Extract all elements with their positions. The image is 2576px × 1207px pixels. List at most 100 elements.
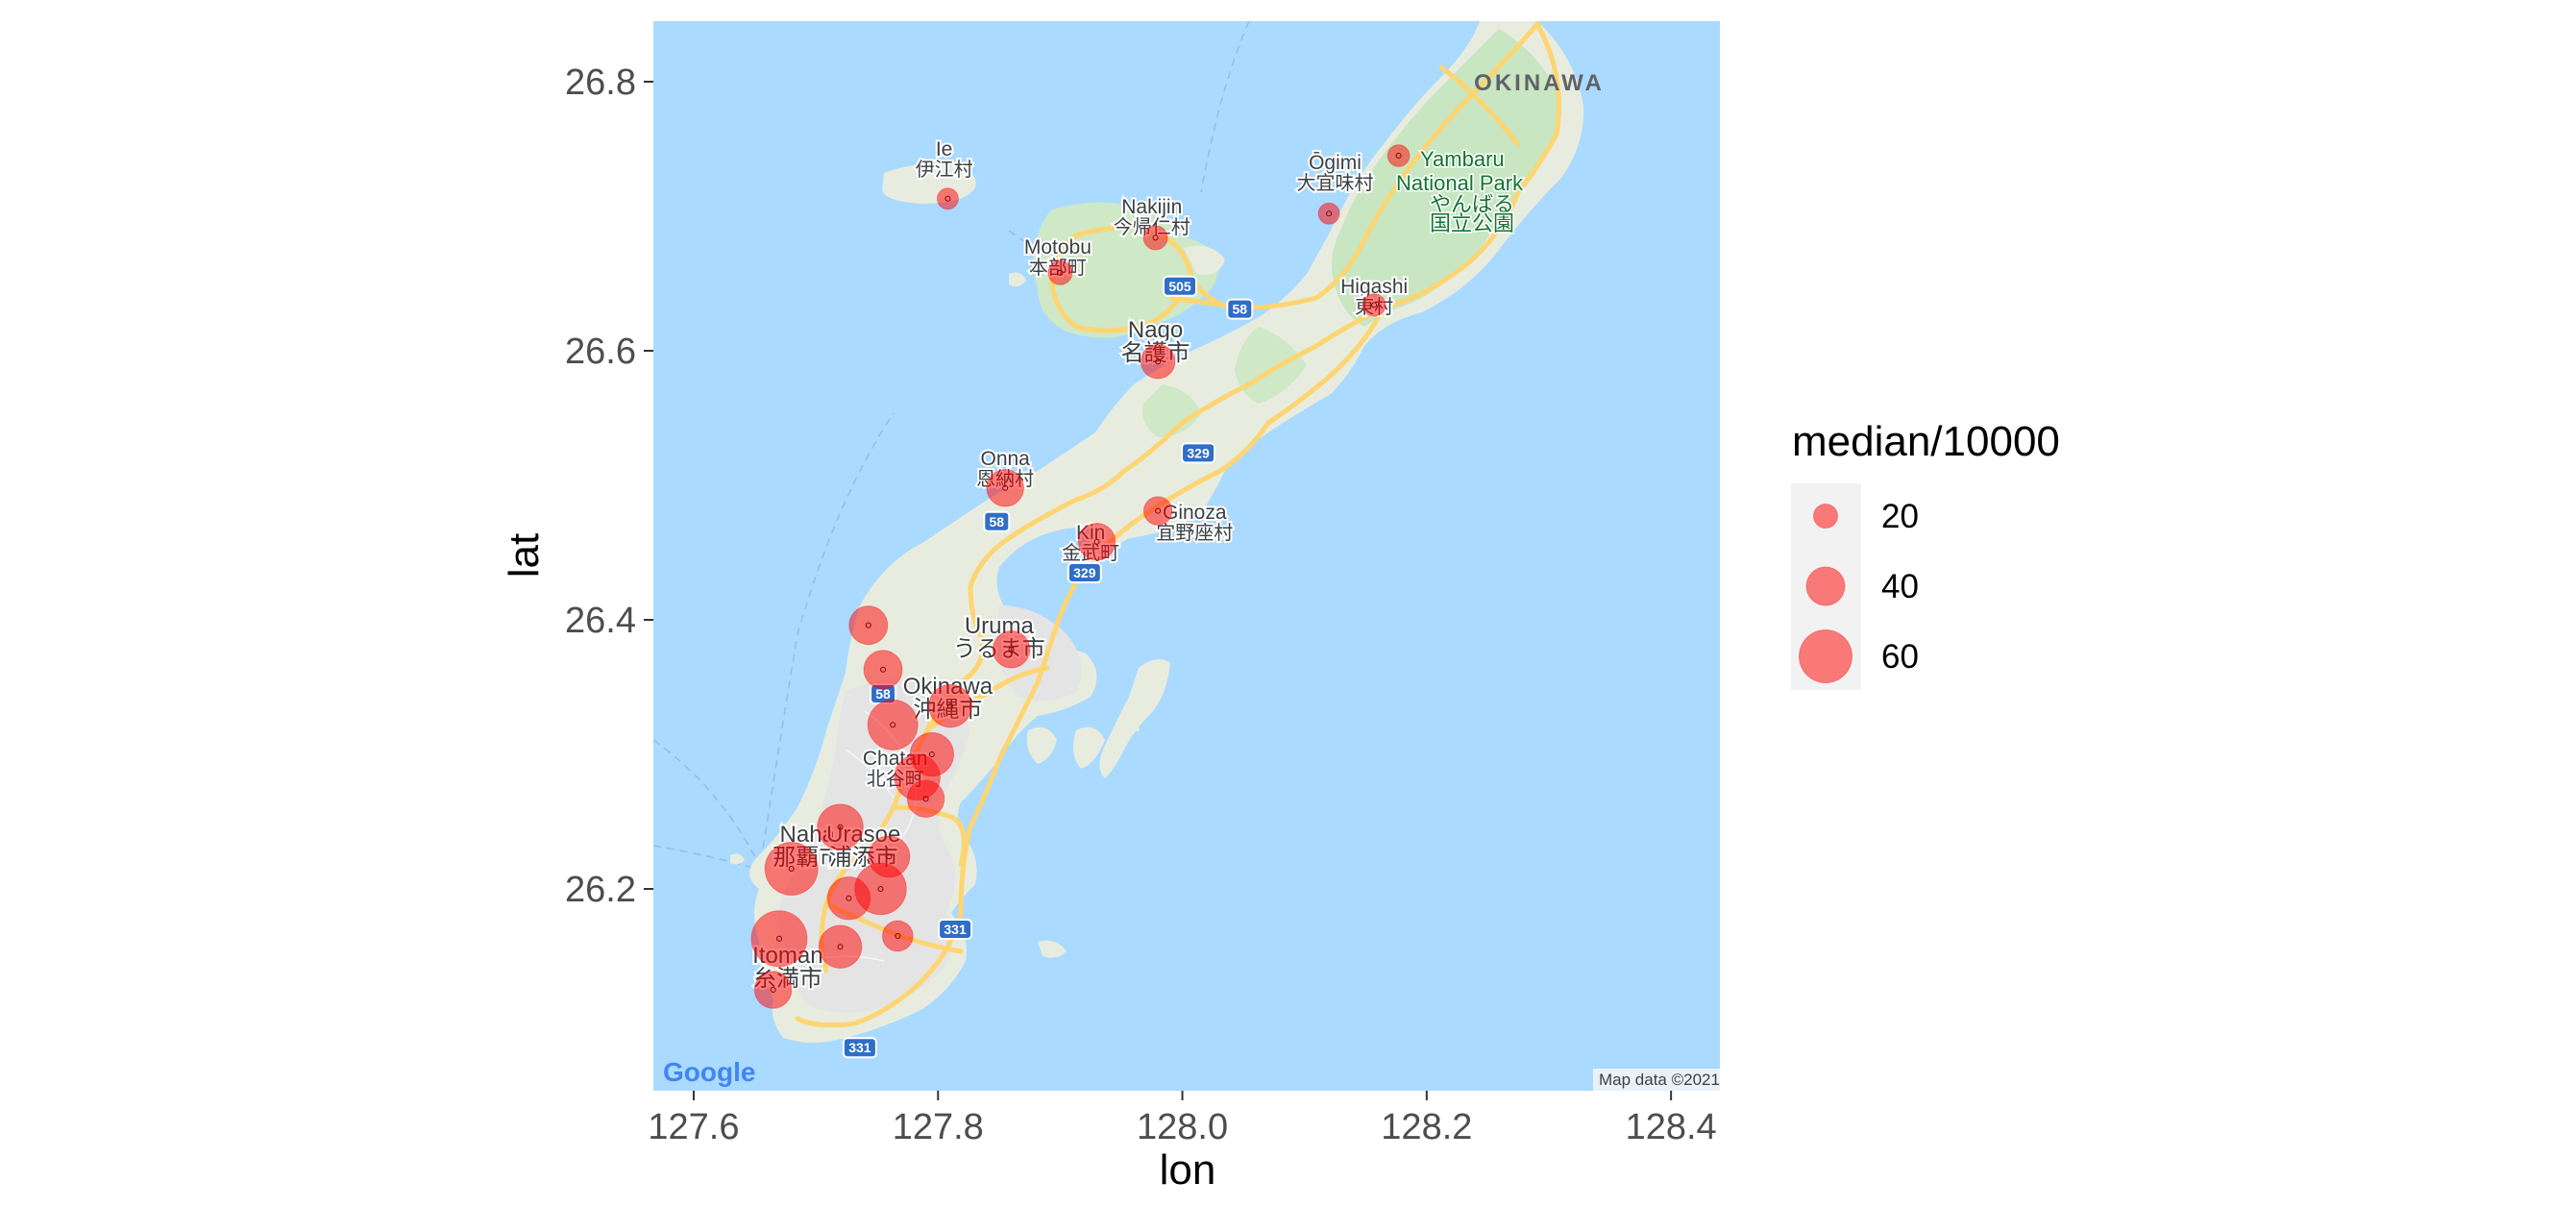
data-point [817, 803, 864, 850]
data-point-center [1152, 234, 1159, 241]
ferry-route [653, 845, 760, 871]
data-point-center [837, 824, 844, 830]
x-tick-label: 128.2 [1381, 1107, 1472, 1147]
legend-key-circle [1805, 566, 1846, 606]
data-point-center [788, 866, 795, 872]
x-tick-label: 128.0 [1137, 1107, 1228, 1147]
route-58 [819, 21, 1561, 973]
legend-label: 40 [1881, 568, 1919, 605]
place-label-ja: 伊江村 [916, 158, 973, 181]
legend-key-circle [1813, 504, 1838, 529]
legend-label: 20 [1881, 498, 1919, 535]
yambaru-forest [1332, 29, 1561, 327]
place-label-en: Onna [980, 448, 1030, 470]
legend-keys: 20 40 60 [1799, 498, 1919, 683]
credit-background [1593, 1069, 1720, 1091]
forest-area [1142, 384, 1201, 437]
route-shield-badge [1226, 298, 1254, 320]
data-point [1142, 496, 1173, 526]
park-label-en: National Park [1396, 171, 1524, 195]
data-point [863, 650, 903, 690]
route-shield-badge [983, 510, 1011, 532]
data-point [818, 924, 863, 969]
legend-title: median/10000 [1792, 418, 2060, 465]
road [1438, 64, 1521, 147]
place-label-ja: 宜野座村 [1156, 521, 1233, 544]
route-shield-label: 58 [875, 686, 891, 702]
data-point [1142, 225, 1168, 251]
islet [1038, 940, 1067, 958]
data-point [881, 920, 914, 952]
ferry-route [758, 412, 895, 875]
route-shield: 331 [842, 1037, 877, 1059]
x-tick-label: 127.6 [648, 1107, 739, 1147]
data-point [986, 469, 1024, 507]
route-shield-label: 331 [944, 922, 967, 937]
place-label-en: Motobu [1024, 236, 1092, 259]
data-point [750, 910, 808, 968]
y-tick-label: 26.8 [565, 62, 636, 103]
route-shield-badge [1067, 562, 1102, 583]
ferry-route [1200, 21, 1250, 193]
route-shield-label: 58 [989, 514, 1004, 530]
data-point [1047, 259, 1073, 285]
route-shield-label: 331 [848, 1040, 871, 1055]
data-point-center [846, 895, 852, 901]
route-shield-label: 505 [1168, 279, 1191, 294]
data-point [848, 605, 889, 646]
minor-road [845, 749, 895, 799]
x-axis-title: lon [1160, 1146, 1216, 1194]
y-tick-label: 26.6 [565, 332, 636, 372]
data-point-center [914, 774, 920, 780]
place-label-en: Nago [1128, 317, 1183, 343]
data-point-center [895, 933, 901, 939]
data-point-center [775, 935, 782, 942]
tsuken-henza-island [1099, 659, 1170, 778]
y-tick-label: 26.2 [565, 870, 636, 910]
data-point-center [880, 666, 887, 673]
data-point-center [837, 944, 844, 950]
data-point-center [877, 886, 884, 892]
data-point-center [890, 722, 896, 728]
place-label-en: Nakijin [1121, 196, 1182, 218]
route-shield: 505 [1163, 275, 1198, 297]
data-point [826, 876, 871, 921]
route-shield-badge [842, 1037, 877, 1059]
data-point [1386, 144, 1411, 167]
data-point-center [1155, 358, 1162, 365]
data-point [936, 187, 959, 210]
place-label-en: Ōgimi [1309, 152, 1362, 174]
data-point-center [1395, 153, 1402, 159]
park-label-en: Yambaru [1420, 147, 1505, 171]
data-point [1317, 202, 1340, 225]
data-point-center [1326, 210, 1333, 217]
data-point-center [1093, 538, 1100, 545]
data-point-center [922, 796, 929, 802]
basemap: OKINAWA Yambaru National Park やんばる 国立公園 … [653, 21, 1720, 1091]
data-point [928, 683, 972, 728]
park-label-ja: やんばる [1430, 192, 1514, 216]
data-point-center [886, 853, 893, 860]
data-point-center [928, 751, 935, 757]
legend: median/10000 20 40 60 [1791, 418, 2060, 690]
route-shield: 331 [938, 919, 973, 940]
route-shield: 329 [1067, 562, 1102, 583]
legend-key-circle [1799, 629, 1852, 683]
data-point [1362, 293, 1386, 317]
route-329-331 [795, 305, 1386, 1028]
islet [730, 853, 745, 865]
place-label-en: Ginoza [1163, 502, 1227, 524]
x-tick-label: 127.8 [893, 1107, 984, 1147]
y-axis-title: lat [501, 533, 548, 578]
islet [1072, 727, 1105, 769]
route-shield-label: 58 [1233, 302, 1248, 317]
data-point-center [1371, 302, 1378, 308]
place-label-en: Ie [936, 138, 953, 160]
roads [795, 21, 1561, 1028]
islet [1026, 727, 1057, 764]
data-point [1077, 523, 1116, 561]
place-label-en: Higashi [1340, 276, 1408, 298]
data-point [1140, 343, 1176, 380]
ferry-route [653, 739, 760, 866]
